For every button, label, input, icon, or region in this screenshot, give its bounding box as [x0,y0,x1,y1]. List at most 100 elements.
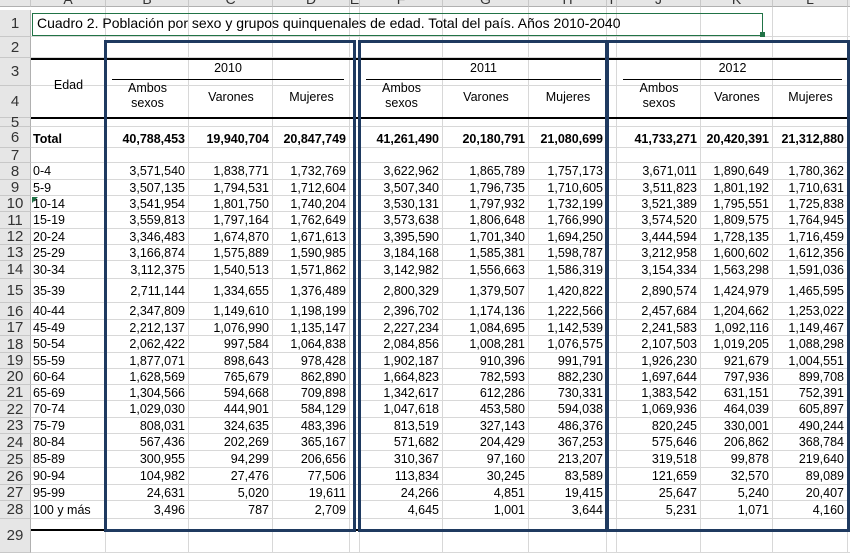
data-cell[interactable]: 1,780,362 [788,164,844,178]
data-cell[interactable]: 782,593 [479,370,525,384]
column-header-I[interactable]: I [607,0,617,7]
data-cell[interactable]: 709,898 [300,386,346,400]
row-header-15[interactable]: 15 [0,279,31,303]
total-value[interactable]: 21,080,699 [540,132,603,146]
data-cell[interactable]: 1,575,889 [213,246,269,260]
data-cell[interactable]: 1,071 [737,503,769,517]
data-cell[interactable]: 19,611 [308,486,346,500]
data-cell[interactable]: 213,207 [557,452,603,466]
age-group-cell[interactable]: 60-64 [33,370,65,384]
data-cell[interactable]: 19,415 [564,486,603,500]
data-cell[interactable]: 3,574,520 [641,213,697,227]
data-cell[interactable]: 2,396,702 [383,304,439,318]
data-cell[interactable]: 1,424,979 [713,284,769,298]
data-cell[interactable]: 1,142,539 [547,321,603,335]
data-cell[interactable]: 2,241,583 [641,321,697,335]
data-cell[interactable]: 27,476 [230,469,269,483]
data-cell[interactable]: 1,591,036 [788,263,844,277]
data-cell[interactable]: 2,107,503 [641,337,697,351]
data-cell[interactable]: 24,631 [146,486,185,500]
data-cell[interactable]: 1,794,531 [213,181,269,195]
data-cell[interactable]: 3,166,874 [129,246,185,260]
data-cell[interactable]: 5,020 [237,486,269,500]
data-cell[interactable]: 319,518 [651,452,697,466]
data-cell[interactable]: 1,797,164 [213,213,269,227]
data-cell[interactable]: 1,598,787 [547,246,603,260]
data-cell[interactable]: 3,571,540 [129,164,185,178]
data-cell[interactable]: 1,697,644 [641,370,697,384]
data-cell[interactable]: 899,708 [798,370,844,384]
data-cell[interactable]: 1,762,649 [290,213,346,227]
age-group-cell[interactable]: 10-14 [33,197,65,211]
data-cell[interactable]: 486,376 [557,419,603,433]
data-cell[interactable]: 1,304,566 [129,386,185,400]
row-header-17[interactable]: 17 [0,319,31,336]
data-cell[interactable]: 1,149,610 [213,304,269,318]
data-cell[interactable]: 1,342,617 [383,386,439,400]
data-cell[interactable]: 2,227,234 [383,321,439,335]
age-group-cell[interactable]: 0-4 [33,164,52,178]
data-cell[interactable]: 1,029,030 [129,402,185,416]
data-cell[interactable]: 631,151 [723,386,769,400]
data-cell[interactable]: 3,142,982 [383,263,439,277]
data-cell[interactable]: 365,167 [300,435,346,449]
data-cell[interactable]: 2,711,144 [130,284,185,298]
data-cell[interactable]: 4,851 [493,486,525,500]
data-cell[interactable]: 1,004,551 [788,354,844,368]
age-group-cell[interactable]: 55-59 [33,354,65,368]
data-cell[interactable]: 121,659 [651,469,697,483]
data-cell[interactable]: 330,001 [723,419,769,433]
age-group-cell[interactable]: 5-9 [33,181,52,195]
data-cell[interactable]: 820,245 [651,419,697,433]
row-header-4[interactable]: 4 [0,86,31,118]
age-group-cell[interactable]: 90-94 [33,469,65,483]
data-cell[interactable]: 324,635 [223,419,269,433]
data-cell[interactable]: 490,244 [798,419,844,433]
data-cell[interactable]: 4,645 [407,503,439,517]
data-cell[interactable]: 4,160 [812,503,844,517]
data-cell[interactable]: 752,391 [798,386,844,400]
data-cell[interactable]: 1,600,602 [713,246,769,260]
row-header-25[interactable]: 25 [0,451,31,468]
row-header-18[interactable]: 18 [0,336,31,353]
data-cell[interactable]: 1,766,990 [547,213,603,227]
data-cell[interactable]: 1,019,205 [713,337,769,351]
data-cell[interactable]: 1,628,569 [129,370,185,384]
data-cell[interactable]: 3,395,590 [383,230,439,244]
data-cell[interactable]: 1,088,298 [788,337,844,351]
row-header-8[interactable]: 8 [0,163,31,180]
age-group-cell[interactable]: 30-34 [33,263,65,277]
age-group-cell[interactable]: 65-69 [33,386,65,400]
data-cell[interactable]: 206,862 [723,435,769,449]
data-cell[interactable]: 605,897 [798,402,844,416]
data-cell[interactable]: 1,809,575 [713,213,769,227]
data-cell[interactable]: 898,643 [223,354,269,368]
data-cell[interactable]: 5,231 [665,503,697,517]
data-cell[interactable]: 1,902,187 [383,354,439,368]
data-cell[interactable]: 1,383,542 [641,386,697,400]
data-cell[interactable]: 77,506 [307,469,346,483]
age-group-cell[interactable]: 40-44 [33,304,65,318]
fill-handle[interactable] [760,32,765,37]
data-cell[interactable]: 1,712,604 [290,181,346,195]
data-cell[interactable]: 1,379,507 [469,284,525,298]
data-cell[interactable]: 2,347,809 [129,304,185,318]
data-cell[interactable]: 1,701,340 [469,230,525,244]
column-header-D[interactable]: D [273,0,350,7]
data-cell[interactable]: 1,008,281 [469,337,525,351]
age-group-cell[interactable]: 50-54 [33,337,65,351]
row-header-7[interactable]: 7 [0,147,31,164]
row-header-16[interactable]: 16 [0,303,31,320]
total-value[interactable]: 41,733,271 [634,132,697,146]
data-cell[interactable]: 3,622,962 [383,164,439,178]
row-header-29[interactable]: 29 [0,519,31,553]
data-cell[interactable]: 612,286 [479,386,525,400]
column-header-H[interactable]: H [529,0,607,7]
total-value[interactable]: 41,261,490 [376,132,439,146]
data-cell[interactable]: 32,570 [730,469,769,483]
data-cell[interactable]: 104,982 [139,469,185,483]
data-cell[interactable]: 94,299 [230,452,269,466]
data-cell[interactable]: 367,253 [557,435,603,449]
age-group-cell[interactable]: 35-39 [33,284,65,298]
data-cell[interactable]: 1,047,618 [383,402,439,416]
